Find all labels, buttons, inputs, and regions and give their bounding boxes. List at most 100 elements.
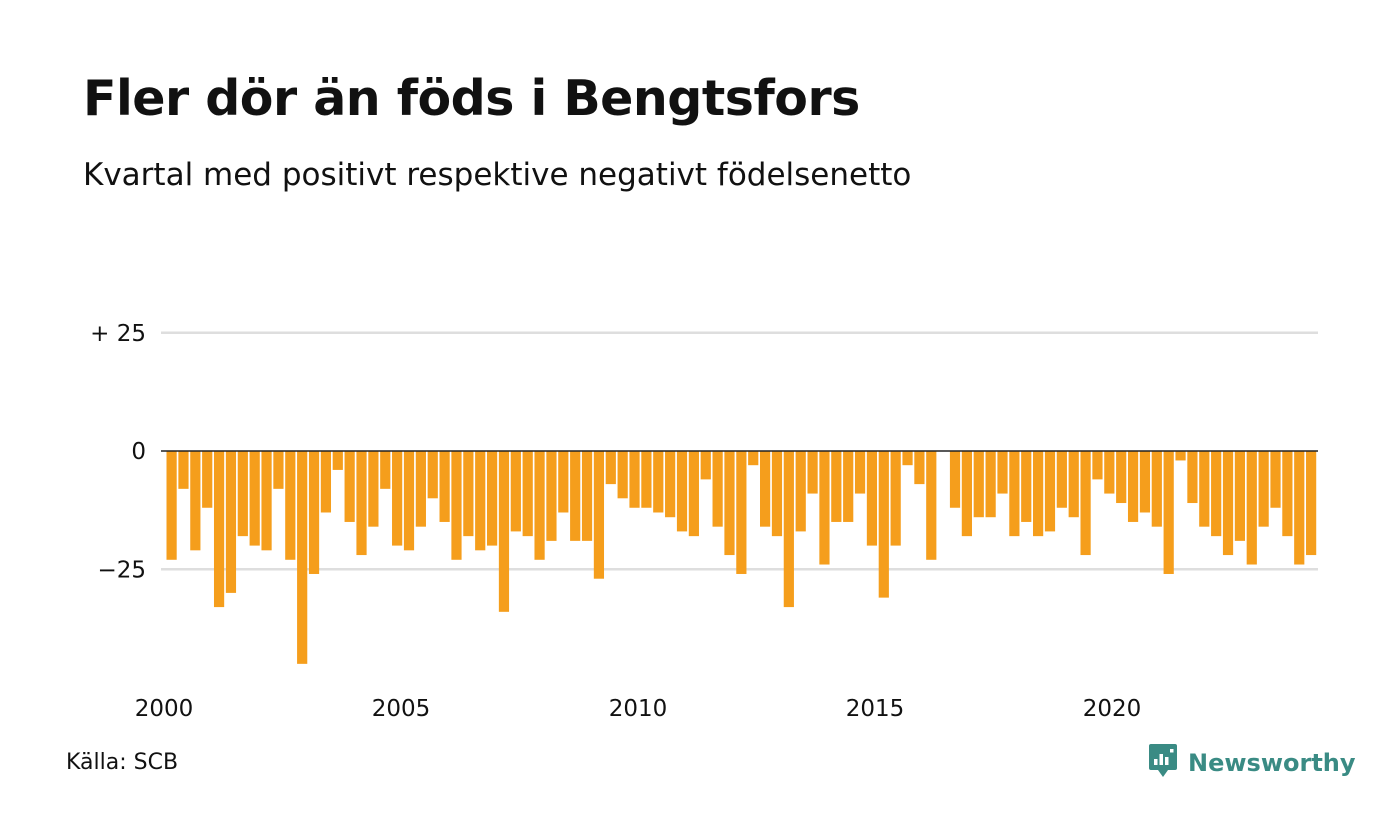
bar	[202, 451, 213, 508]
bar	[973, 451, 984, 518]
bar	[225, 451, 237, 593]
x-tick-label: 2020	[1083, 696, 1142, 722]
bar	[178, 451, 189, 489]
bar	[688, 451, 699, 537]
bar	[1294, 451, 1305, 565]
x-tick-label: 2000	[135, 696, 194, 722]
bar	[558, 451, 569, 513]
bar	[581, 451, 593, 541]
bar	[213, 451, 225, 608]
bar	[475, 451, 486, 551]
bar	[1199, 451, 1210, 527]
x-tick-label: 2005	[372, 696, 431, 722]
bar	[1068, 451, 1079, 518]
bar	[605, 451, 616, 485]
bar	[1175, 451, 1186, 461]
y-tick-label: + 25	[90, 321, 146, 347]
bar	[320, 451, 332, 513]
bar	[510, 451, 521, 532]
bar	[926, 451, 937, 560]
bar	[1246, 451, 1257, 565]
bar	[760, 451, 771, 527]
bar	[380, 451, 391, 489]
bar	[878, 451, 889, 598]
bar	[665, 451, 676, 518]
bar	[1104, 451, 1115, 494]
bar	[736, 451, 747, 574]
bar	[949, 451, 961, 508]
bar	[273, 451, 284, 489]
bar	[1187, 451, 1198, 504]
x-axis-labels: 2000 2005 2010 2015 2020	[135, 696, 1142, 722]
bar	[1258, 451, 1269, 527]
bar	[486, 451, 498, 546]
bar	[1044, 451, 1056, 532]
bar	[843, 451, 854, 522]
bar	[427, 451, 438, 499]
bar	[771, 451, 783, 537]
y-tick-label: 0	[131, 439, 146, 465]
bar	[1270, 451, 1281, 508]
chart-subtitle: Kvartal med positivt respektive negativt…	[83, 157, 912, 193]
bar	[1306, 451, 1317, 556]
bar	[795, 451, 806, 532]
brand-logo: Newsworthy	[1148, 744, 1356, 782]
bar	[166, 451, 177, 560]
bar	[1009, 451, 1020, 537]
bar	[854, 451, 866, 494]
bar	[997, 451, 1008, 494]
bar	[546, 451, 557, 541]
bar	[1116, 451, 1127, 504]
bar	[1033, 451, 1044, 537]
bar	[392, 451, 403, 546]
bar	[783, 451, 794, 608]
bar	[676, 451, 688, 532]
bar	[1092, 451, 1103, 480]
bar	[629, 451, 640, 508]
bar	[748, 451, 759, 466]
bar	[700, 451, 711, 480]
bar	[237, 451, 248, 537]
source-note: Källa: SCB	[66, 750, 179, 775]
bar	[356, 451, 367, 556]
bar	[368, 451, 379, 527]
bar	[819, 451, 830, 565]
bar	[1234, 451, 1245, 541]
bar	[261, 451, 272, 551]
bar	[890, 451, 901, 546]
bar	[522, 451, 533, 537]
bar	[1021, 451, 1032, 522]
bar	[285, 451, 296, 560]
bar	[724, 451, 735, 556]
y-tick-label: −25	[97, 557, 146, 583]
bar	[653, 451, 664, 513]
bar	[807, 451, 818, 494]
brand-name: Newsworthy	[1188, 749, 1356, 777]
bar	[1056, 451, 1067, 508]
y-axis-labels: + 25 0 −25	[90, 321, 146, 584]
bar	[593, 451, 605, 579]
chart-title: Fler dör än föds i Bengtsfors	[83, 70, 860, 127]
x-tick-label: 2015	[846, 696, 905, 722]
x-tick-label: 2010	[609, 696, 668, 722]
bar	[641, 451, 652, 508]
bar	[297, 451, 308, 664]
bar	[831, 451, 842, 522]
bar	[1282, 451, 1293, 537]
bar	[1211, 451, 1222, 537]
bar	[1151, 451, 1162, 527]
bar	[439, 451, 450, 522]
bar	[617, 451, 628, 499]
bar	[902, 451, 913, 466]
bar	[712, 451, 723, 527]
bar	[463, 451, 474, 537]
bar	[1222, 451, 1234, 556]
bar	[403, 451, 415, 551]
bar	[1127, 451, 1139, 522]
bar	[866, 451, 878, 546]
bar	[344, 451, 355, 522]
bar	[914, 451, 925, 485]
bar	[451, 451, 462, 560]
newsworthy-logo-icon	[1148, 743, 1178, 783]
